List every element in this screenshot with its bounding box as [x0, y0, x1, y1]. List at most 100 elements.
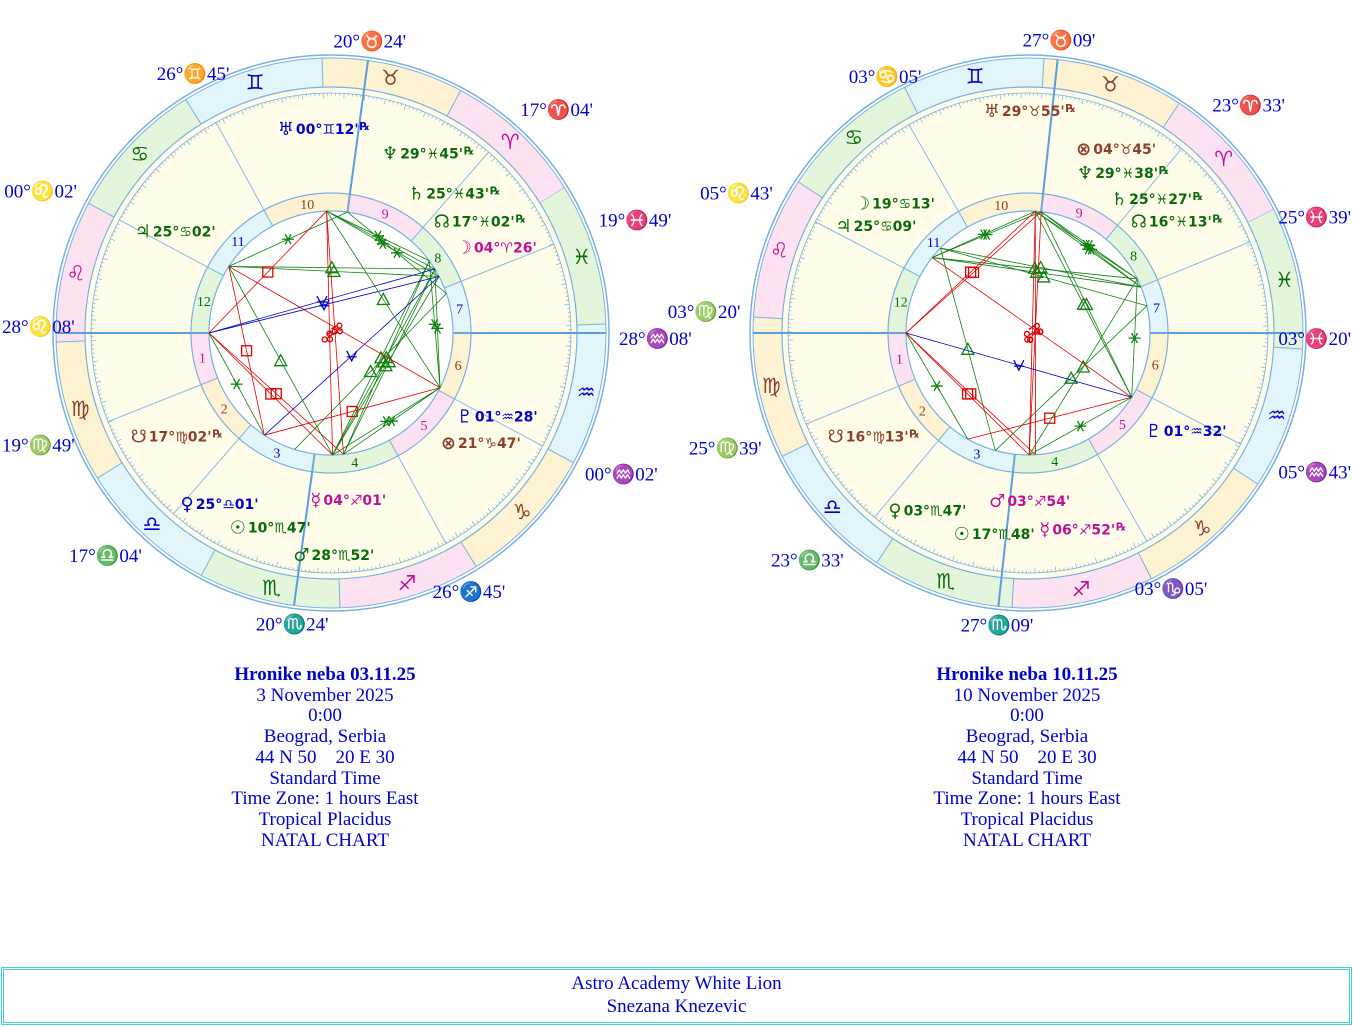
aspect-trine-icon [1076, 359, 1091, 373]
planet-saturn[interactable]: ♄︎ 25°♓43' ℞ [408, 184, 500, 205]
degree-tick [895, 529, 900, 534]
house-cusp-label: 20°♏24' [256, 612, 329, 635]
degree-tick [192, 527, 195, 530]
house-band-segment [938, 426, 1015, 473]
house-band-segment [389, 390, 455, 456]
planet-sun[interactable]: ☉︎ 10°♏47' [230, 518, 311, 539]
planet-uranus[interactable]: ♅︎ 29°♉55' ℞ [984, 101, 1076, 122]
planet-south-node[interactable]: ☋︎ 16°♍13' ℞ [828, 427, 920, 448]
planet-moon[interactable]: ☽︎ 19°♋13' [854, 194, 935, 215]
planet-position: 29°♉55' [1002, 104, 1065, 120]
planet-pluto[interactable]: ♇︎ 01°♒32' [1146, 421, 1227, 442]
degree-tick [217, 540, 221, 545]
sign-glyph-icon: ♈︎ [1214, 147, 1233, 171]
planet-south-node[interactable]: ☋︎ 17°♍02' ℞ [131, 427, 223, 448]
degree-tick [459, 532, 462, 535]
planet-sun[interactable]: ☉︎ 17°♏48' [954, 524, 1035, 545]
house-cusp-label: 03°♑05' [1135, 577, 1208, 600]
house-number: 7 [456, 302, 463, 317]
degree-tick [874, 148, 877, 151]
degree-tick [561, 275, 565, 277]
house-band-divider [263, 209, 274, 227]
planet-mars[interactable]: ♂︎ 03°♐54' [989, 491, 1070, 512]
aspect-square-icon [265, 388, 277, 400]
degree-tick [1260, 366, 1266, 369]
planet-north-node[interactable]: ☊︎ 16°♓13' ℞ [1131, 211, 1223, 232]
degree-tick [435, 117, 438, 120]
degree-tick [408, 106, 410, 109]
degree-tick [101, 400, 107, 403]
degree-tick [534, 209, 538, 212]
degree-tick [559, 386, 565, 388]
degree-tick [1133, 542, 1137, 548]
chart-title: Hronike neba 10.11.25 [936, 664, 1118, 685]
retrograde-icon: ℞ [213, 428, 223, 441]
degree-tick [536, 451, 539, 454]
chart-info-left: Hronike neba 03.11.25 3 November 2025 0:… [115, 664, 535, 851]
degree-tick [992, 565, 995, 571]
degree-tick [822, 207, 826, 210]
planet-moon[interactable]: ☽︎ 04°♈26' [456, 238, 537, 259]
degree-tick [554, 405, 560, 409]
degree-tick [527, 461, 533, 465]
house-number: 9 [382, 208, 389, 223]
retrograde-icon: ℞ [1159, 164, 1169, 177]
degree-tick [110, 238, 116, 241]
degree-tick [866, 508, 869, 511]
degree-tick [483, 149, 486, 152]
sign-divider [446, 90, 462, 117]
planet-north-node[interactable]: ☊︎ 17°♓02' ℞ [434, 211, 526, 232]
degree-tick [832, 471, 836, 474]
degree-tick [814, 222, 818, 225]
planet-uranus[interactable]: ♅︎ 00°♊12' ℞ [278, 119, 370, 140]
planet-neptune[interactable]: ♆︎ 29°♓45' ℞ [382, 144, 474, 165]
planet-mercury[interactable]: ☿︎ 04°♐01' [310, 490, 386, 511]
degree-tick [793, 281, 797, 283]
house-band-segment [1140, 279, 1168, 333]
degree-tick [123, 212, 126, 215]
degree-tick [1086, 100, 1088, 103]
sign-glyph-icon: ♊︎ [966, 64, 985, 88]
degree-tick [265, 102, 267, 105]
degree-tick [1249, 419, 1252, 421]
degree-tick [825, 460, 829, 463]
degree-tick [1144, 123, 1146, 127]
house-number: 11 [927, 236, 940, 251]
degree-tick [129, 201, 135, 205]
planet-jupiter[interactable]: ♃︎ 25°♋02' [135, 221, 216, 242]
house-number: 8 [434, 251, 441, 266]
degree-tick [301, 94, 304, 100]
house-band-segment [1136, 333, 1168, 398]
degree-tick [563, 382, 566, 384]
sign-glyph-icon: ♋︎ [844, 125, 863, 149]
degree-tick [1221, 470, 1224, 473]
planet-pluto[interactable]: ♇︎ 01°♒28' [457, 406, 538, 427]
degree-tick [154, 494, 158, 497]
planet-part-of-fortune[interactable]: ⊗︎ 21°♑47' [441, 433, 521, 454]
degree-tick [1261, 304, 1267, 307]
planet-position: 28°♏52' [312, 548, 375, 564]
house-band-segment [903, 211, 968, 277]
degree-tick [173, 151, 176, 154]
planet-venus[interactable]: ♀︎ 25°♎01' [181, 494, 259, 515]
planet-neptune[interactable]: ♆︎ 29°♓38' ℞ [1077, 163, 1169, 184]
aspect-trine-icon [1027, 260, 1042, 274]
degree-tick [809, 233, 812, 236]
degree-tick [228, 547, 231, 551]
retrograde-icon: ℞ [464, 145, 474, 158]
aspect-line-square [208, 332, 333, 456]
degree-tick [793, 384, 797, 386]
degree-tick [1103, 557, 1106, 561]
planet-jupiter[interactable]: ♃︎ 25°♋09' [836, 216, 917, 237]
planet-mercury[interactable]: ☿︎ 06°♐52' ℞ [1039, 520, 1126, 541]
degree-tick [1061, 95, 1064, 101]
planet-part-of-fortune[interactable]: ⊗︎ 04°♉45' [1076, 139, 1156, 160]
sign-glyph-icon: ♋︎ [130, 142, 149, 166]
degree-tick [559, 267, 562, 269]
planet-venus[interactable]: ♀︎ 03°♏47' [888, 500, 966, 521]
planet-mars[interactable]: ♂︎ 28°♏52' [293, 545, 374, 566]
degree-tick [102, 257, 108, 261]
degree-tick [1247, 422, 1251, 425]
planet-saturn[interactable]: ♄︎ 25°♓27' ℞ [1111, 189, 1203, 210]
degree-tick [845, 487, 849, 490]
